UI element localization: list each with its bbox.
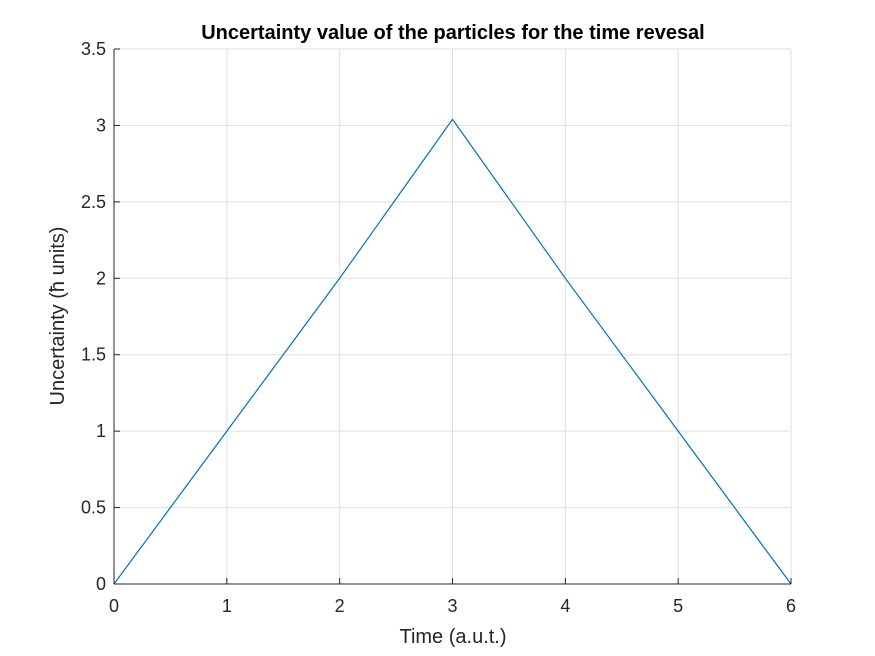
y-ticks: 0 0.5 1 1.5 2 2.5 3 3.5	[81, 39, 120, 594]
x-tick-label-1: 1	[222, 596, 232, 616]
x-tick-label-3: 3	[447, 596, 457, 616]
x-tick-label-6: 6	[786, 596, 796, 616]
x-tick-label-0: 0	[109, 596, 119, 616]
x-axis-label: Time (a.u.t.)	[399, 626, 506, 648]
y-tick-label-5: 2.5	[81, 192, 106, 212]
x-ticks: 0 1 2 3 4 5 6	[109, 578, 796, 616]
chart-title: Uncertainty value of the particles for t…	[201, 22, 705, 44]
y-tick-label-3: 1.5	[81, 345, 106, 365]
y-tick-label-6: 3	[96, 115, 106, 135]
series-line-0	[113, 118, 792, 585]
y-tick-label-0: 0	[96, 574, 106, 594]
x-tick-label-2: 2	[335, 596, 345, 616]
series-layer	[113, 118, 792, 585]
y-tick-label-7: 3.5	[81, 39, 106, 59]
y-tick-label-2: 1	[96, 421, 106, 441]
y-tick-label-4: 2	[96, 268, 106, 288]
y-axis-label: Uncertainty (ħ units)	[47, 227, 69, 406]
x-tick-label-4: 4	[560, 596, 570, 616]
x-tick-label-5: 5	[673, 596, 683, 616]
y-tick-label-1: 0.5	[81, 498, 106, 518]
